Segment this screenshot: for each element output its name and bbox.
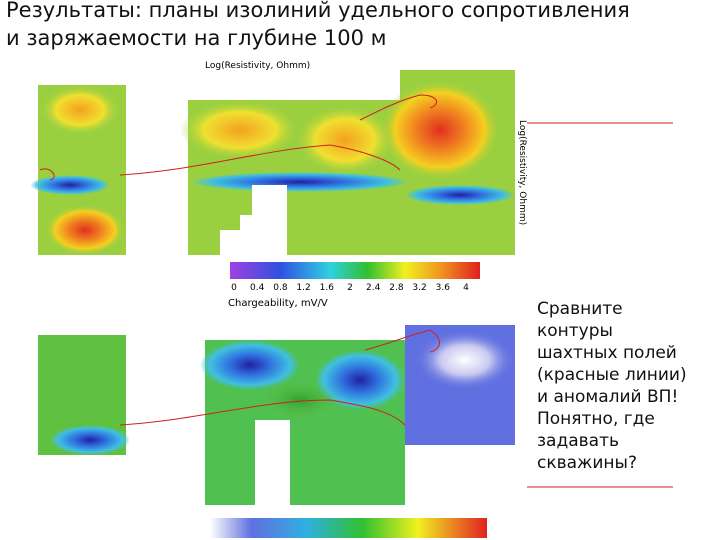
colorbar-tick: 3.6 [436,283,451,293]
colorbar-tick: 1.2 [296,283,310,293]
title-line: и заряжаемости на глубине 100 м [6,26,387,50]
no-data [255,420,290,505]
contour [119,144,401,176]
note-line: Сравните [537,299,623,319]
no-data [252,185,287,255]
note-line: скважины? [537,453,637,473]
anomaly [45,205,125,255]
colorbar-tick: 0.8 [273,283,288,293]
anomaly [40,85,120,135]
contour [364,329,440,353]
note-line: и аномалий ВП! [537,387,679,407]
colorbar-tick: 2 [347,283,353,293]
colorbar-tick: 2.8 [389,283,404,293]
anomaly [180,100,300,160]
colorbar-tick: 1.6 [320,283,335,293]
axis-title: Chargeability, mV/V [228,298,328,309]
colorbar [210,518,487,538]
colorbar-tick: 2.4 [366,283,381,293]
axis-title: Log(Resistivity, Ohmm) [517,120,527,225]
note-line: Понятно, где [537,409,655,429]
axis-title: Log(Resistivity, Ohmm) [205,61,310,71]
anomaly [200,340,300,390]
anomaly [380,80,500,180]
anomaly [190,172,410,192]
note-line: шахтных полей [537,343,677,363]
contour [39,168,55,181]
note-line: задавать [537,431,619,451]
anomaly [30,175,110,195]
note: Сравните контуры шахтных полей (красные лин… [537,298,687,474]
note-line: контуры [537,321,613,341]
anomaly [260,380,340,420]
colorbar-tick: 4 [463,283,469,293]
anomaly [50,425,130,455]
colorbar [230,262,480,279]
colorbar-tick: 0.4 [250,283,265,293]
colorbar-tick: 3.2 [412,283,426,293]
contour [119,399,406,426]
anomaly [415,330,515,390]
anomaly [405,185,515,205]
title-line: Результаты: планы изолиний удельного соп… [6,0,630,22]
no-data [220,215,252,255]
colorbar-tick: 0 [231,283,237,293]
contour [359,94,438,121]
note-line: (красные линии) [537,365,687,385]
anomaly [295,105,395,175]
